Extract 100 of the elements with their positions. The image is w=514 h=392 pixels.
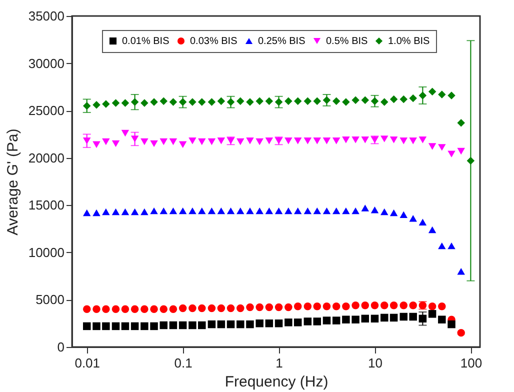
point [380, 136, 388, 142]
point [294, 137, 302, 144]
point [284, 137, 292, 144]
point [428, 310, 436, 318]
point [178, 304, 187, 312]
point [236, 304, 244, 312]
point [361, 302, 369, 310]
point [246, 320, 254, 328]
legend-label: 0.01% BIS [122, 36, 170, 47]
point [448, 320, 456, 328]
point [352, 207, 360, 214]
point [409, 302, 417, 310]
point [457, 118, 465, 127]
point [160, 305, 168, 314]
point [208, 138, 216, 146]
point [102, 138, 110, 146]
legend-label: 0.5% BIS [326, 36, 368, 47]
point [284, 318, 292, 326]
point [236, 207, 244, 214]
y-tick-label: 25000 [28, 103, 64, 118]
point [438, 144, 446, 151]
point [169, 207, 178, 214]
point [256, 303, 264, 312]
point [112, 140, 120, 148]
point [400, 211, 408, 218]
legend-label: 1.0% BIS [388, 36, 430, 47]
point [150, 305, 158, 314]
point [208, 320, 216, 328]
point [121, 208, 130, 216]
point [208, 98, 216, 106]
point [265, 137, 274, 144]
point [140, 99, 148, 107]
point [304, 97, 312, 105]
point [322, 316, 331, 324]
point [390, 95, 398, 104]
point [428, 143, 436, 150]
point [332, 316, 340, 324]
point [246, 98, 254, 106]
point [265, 207, 274, 214]
point [294, 97, 302, 105]
point [370, 314, 379, 322]
point [226, 320, 235, 328]
point [82, 305, 91, 314]
x-tick-label: 1 [276, 356, 283, 370]
point [409, 215, 417, 222]
point [112, 322, 120, 330]
y-tick-label: 35000 [28, 8, 64, 24]
point [322, 207, 331, 214]
point [92, 101, 100, 109]
point [448, 92, 456, 100]
point [294, 207, 302, 214]
point [361, 314, 369, 322]
point [380, 302, 388, 310]
x-tick-label: 0.1 [174, 356, 192, 370]
point [380, 208, 388, 216]
point [390, 136, 398, 144]
point [130, 208, 139, 216]
point [188, 137, 196, 144]
point [121, 322, 130, 330]
y-tick-label: 20000 [28, 150, 64, 166]
point [322, 302, 331, 310]
x-axis-title: Frequency (Hz) [224, 374, 328, 390]
point [198, 304, 206, 312]
point [102, 322, 110, 330]
point [361, 96, 369, 104]
legend-label: 0.03% BIS [190, 36, 238, 47]
point [352, 302, 360, 310]
point [121, 305, 130, 314]
point [304, 318, 312, 326]
point [217, 207, 226, 214]
point [438, 242, 446, 250]
point [265, 97, 274, 105]
point [226, 304, 235, 312]
point [332, 97, 340, 105]
point [178, 321, 187, 330]
point [304, 137, 312, 144]
point [140, 305, 148, 314]
point [390, 314, 398, 322]
point [150, 140, 158, 148]
point [342, 98, 350, 106]
point [121, 99, 130, 107]
point [160, 97, 168, 105]
point [217, 97, 226, 105]
point [130, 305, 139, 314]
x-tick-label: 100 [460, 356, 482, 370]
point [428, 226, 436, 234]
point [82, 209, 91, 216]
point [198, 321, 206, 330]
y-tick-label: 0 [57, 340, 64, 354]
point [198, 98, 206, 106]
point [438, 316, 446, 324]
point [102, 100, 110, 108]
point [332, 207, 340, 214]
point [112, 305, 120, 314]
point [342, 136, 350, 144]
point [226, 207, 235, 214]
legend-label: 0.25% BIS [258, 36, 306, 47]
point [390, 302, 398, 310]
y-tick-label: 30000 [28, 56, 64, 71]
point [150, 98, 158, 106]
